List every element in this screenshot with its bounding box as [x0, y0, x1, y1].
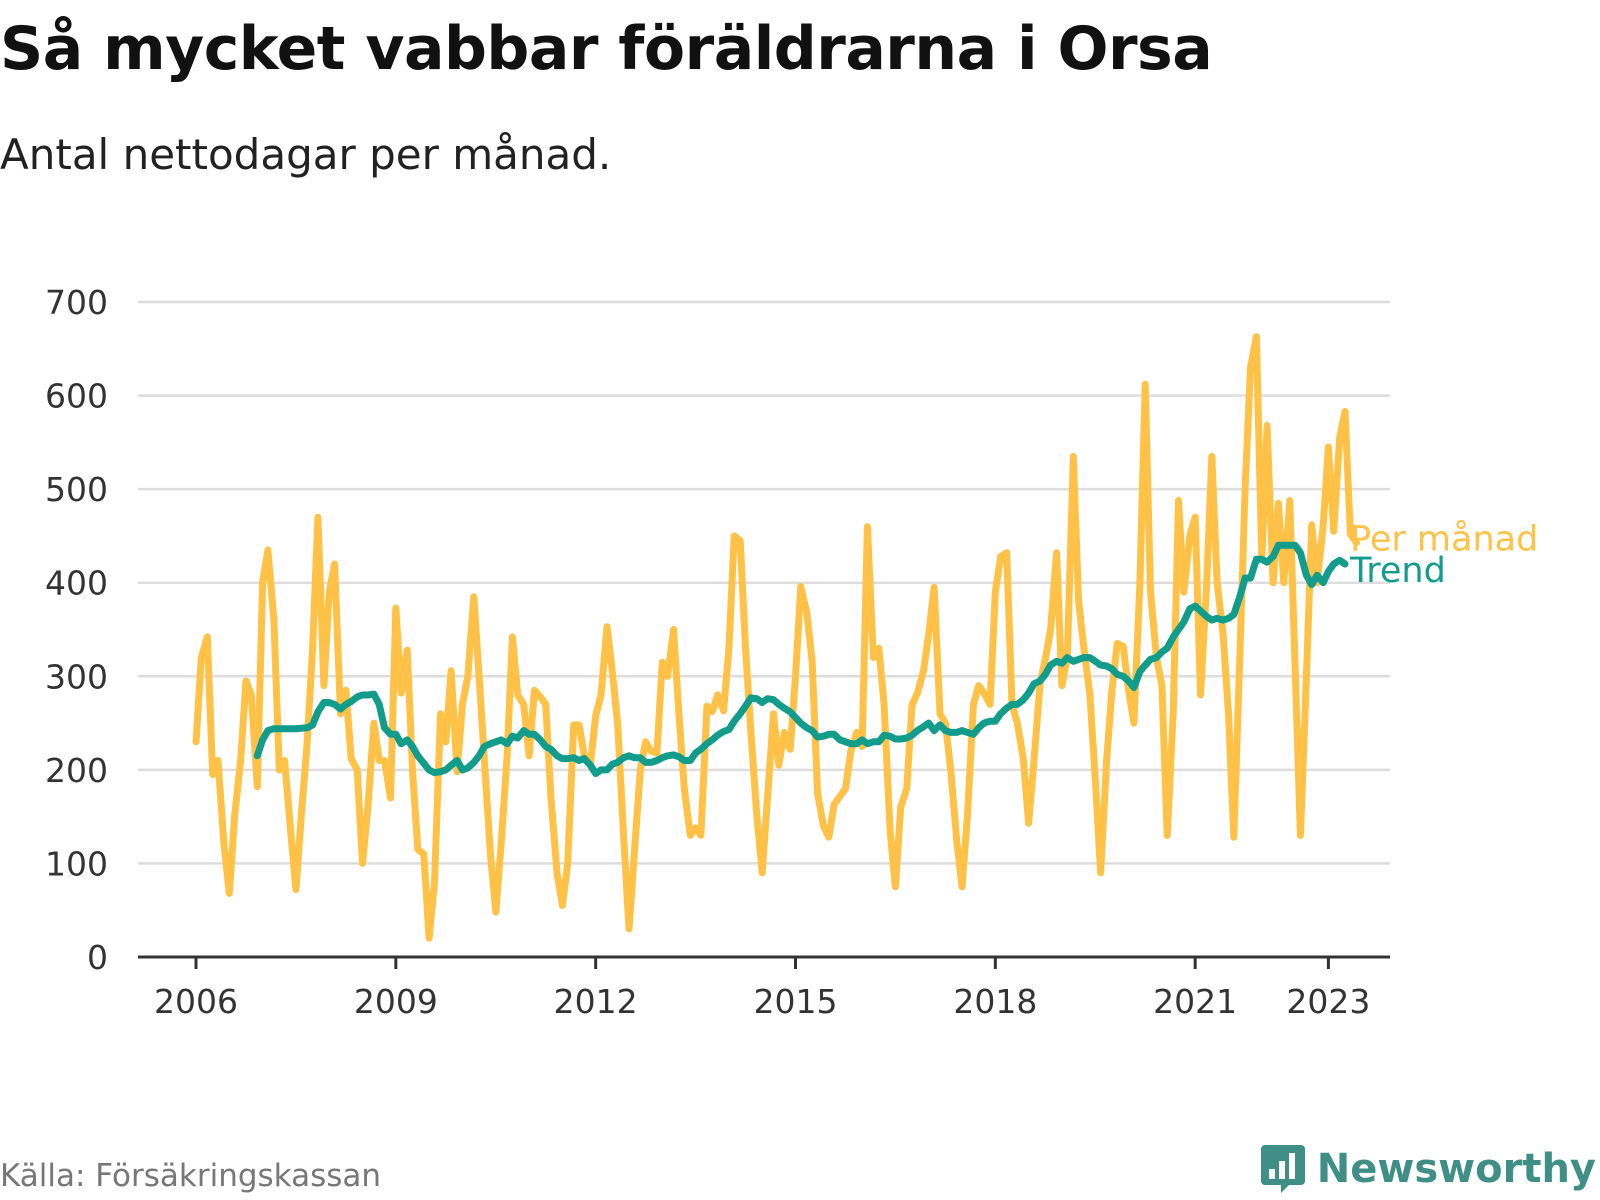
brand-logo: Newsworthy — [1259, 1143, 1596, 1195]
y-tick-label: 600 — [45, 377, 108, 416]
chart-subtitle: Antal nettodagar per månad. — [0, 130, 612, 179]
series-line-trend — [253, 541, 1349, 778]
x-tick-label: 2018 — [953, 982, 1037, 1021]
x-tick-label: 2006 — [154, 982, 238, 1021]
series-line-per-manad — [192, 333, 1360, 942]
chart-title: Så mycket vabbar föräldrarna i Orsa — [0, 14, 1213, 84]
x-axis-ticks: 2006 2009 2012 2015 2018 2021 2023 — [154, 957, 1370, 1021]
y-tick-label: 400 — [45, 564, 108, 603]
x-tick-label: 2015 — [754, 982, 838, 1021]
series-label: Per månad — [1350, 518, 1538, 559]
newsworthy-chart-icon — [1260, 1145, 1305, 1193]
y-tick-label: 200 — [45, 751, 108, 790]
source-note: Källa: Försäkringskassan — [0, 1158, 382, 1194]
series-label: Trend — [1349, 551, 1446, 591]
y-axis-ticks: 0 100 200 300 400 500 600 700 — [45, 283, 108, 977]
x-tick-label: 2023 — [1286, 982, 1370, 1021]
y-tick-label: 100 — [45, 844, 108, 883]
gridlines — [138, 300, 1390, 865]
x-tick-label: 2021 — [1153, 982, 1237, 1021]
x-tick-label: 2009 — [354, 982, 438, 1021]
y-tick-label: 700 — [45, 283, 108, 322]
y-tick-label: 0 — [87, 938, 108, 977]
series-lines — [192, 333, 1360, 942]
y-tick-label: 300 — [45, 657, 108, 696]
y-tick-label: 500 — [45, 470, 108, 509]
brand-name: Newsworthy — [1316, 1146, 1596, 1192]
x-tick-label: 2012 — [554, 982, 638, 1021]
